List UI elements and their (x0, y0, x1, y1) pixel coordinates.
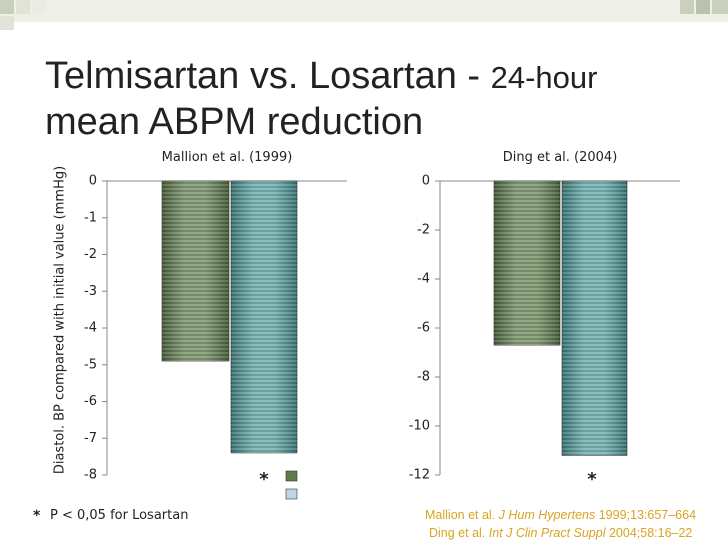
y-tick-label: -5 (84, 357, 97, 372)
footnote: P < 0,05 for Losartan (50, 508, 188, 523)
bar-shading (494, 181, 560, 346)
ref-journal: J Hum Hypertens (498, 508, 596, 522)
y-tick-label: -10 (409, 419, 430, 434)
y-tick-label: -3 (84, 284, 97, 299)
y-tick-label: -2 (417, 223, 430, 238)
chart-title: Ding et al. (2004) (503, 150, 618, 165)
y-tick-label: 0 (89, 174, 97, 189)
slide-title-2: mean ABPM reduction (45, 101, 423, 143)
bar-shading (231, 181, 297, 453)
y-axis-label: Diastol. BP compared with initial value … (53, 166, 68, 474)
y-tick-label: -4 (84, 321, 97, 336)
y-tick-label: -8 (417, 370, 430, 385)
y-tick-label: -12 (409, 468, 430, 483)
ref-details: 1999;13:657–664 (599, 508, 696, 522)
y-tick-label: -7 (84, 431, 97, 446)
slide-title: Telmisartan vs. Losartan - 24-hour (45, 55, 597, 97)
decoration (0, 0, 728, 30)
bar-shading (562, 181, 627, 456)
y-tick-label: -6 (84, 394, 97, 409)
reference: Mallion et al. J Hum Hypertens 1999;13:6… (425, 508, 696, 522)
bar-shading (162, 181, 229, 362)
footnote-marker: * (33, 508, 41, 524)
y-tick-label: -6 (417, 321, 430, 336)
chart-title: Mallion et al. (1999) (162, 150, 293, 165)
ref-details: 2004;58:16–22 (609, 526, 692, 540)
title-small: 24-hour (491, 60, 598, 95)
ref-authors: Ding et al. (429, 526, 485, 540)
annotation: * (587, 469, 597, 490)
legend-swatch (285, 470, 298, 482)
legend-swatch (285, 488, 298, 500)
annotation: * (259, 469, 269, 490)
y-tick-label: -1 (84, 210, 97, 225)
y-tick-label: 0 (422, 174, 430, 189)
ref-authors: Mallion et al. (425, 508, 495, 522)
y-tick-label: -8 (84, 468, 97, 483)
y-tick-label: -2 (84, 247, 97, 262)
reference: Ding et al. Int J Clin Pract Suppl 2004;… (429, 526, 692, 540)
ref-journal: Int J Clin Pract Suppl (489, 526, 607, 540)
title-line1: Telmisartan vs. Losartan - (45, 55, 480, 97)
y-tick-label: -4 (417, 272, 430, 287)
